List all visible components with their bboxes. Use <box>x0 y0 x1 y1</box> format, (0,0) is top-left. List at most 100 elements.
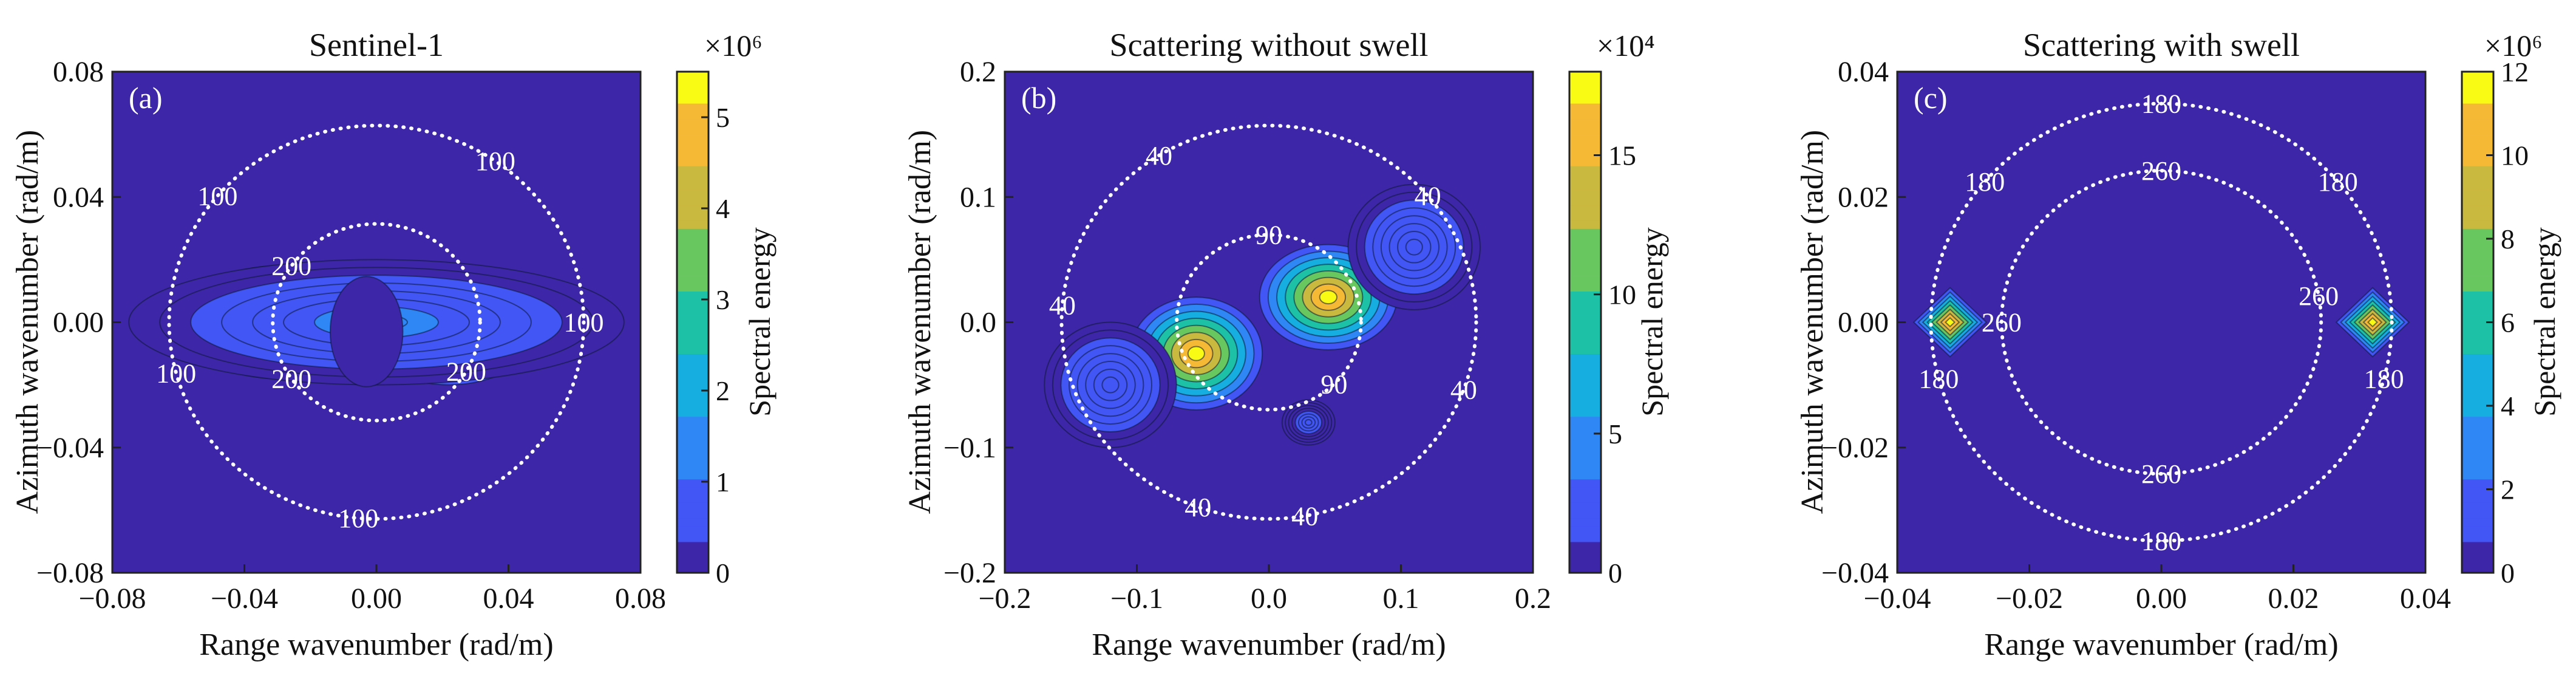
ring-label: 100 <box>197 181 237 211</box>
colorbar-segment <box>2462 338 2493 347</box>
colorbar-segment <box>1569 518 1601 527</box>
colorbar-segment <box>1569 275 1601 284</box>
colorbar-segment <box>2462 79 2493 88</box>
x-tick-label: −0.1 <box>1110 582 1163 615</box>
colorbar-segment <box>1569 283 1601 292</box>
colorbar-segment <box>1569 384 1601 394</box>
colorbar-segment <box>677 142 709 151</box>
colorbar-segment <box>2462 259 2493 268</box>
colorbar-tick-label: 1 <box>716 466 730 497</box>
x-tick-label: 0.1 <box>1383 582 1419 615</box>
panel-title: Scattering with swell <box>2023 27 2300 63</box>
colorbar-segment <box>677 565 709 573</box>
colorbar-segment <box>677 463 709 472</box>
colorbar-segment <box>2462 392 2493 401</box>
colorbar-segment <box>1569 157 1601 166</box>
y-axis-label: Azimuth wavenumber (rad/m) <box>1795 130 1830 514</box>
colorbar-segment <box>2462 267 2493 276</box>
colorbar-segment <box>2462 251 2493 261</box>
colorbar-tick-label: 4 <box>2501 391 2515 422</box>
colorbar: 0 5 10 15 <box>1568 70 1636 589</box>
colorbar-segment <box>2462 471 2493 480</box>
y-axis-label: Azimuth wavenumber (rad/m) <box>903 130 937 514</box>
colorbar-segment <box>677 103 709 112</box>
colorbar-segment <box>1569 142 1601 151</box>
colorbar-segment <box>677 487 709 496</box>
colorbar-tick-label: 5 <box>716 102 730 133</box>
colorbar-segment <box>2462 205 2493 214</box>
y-tick-label: 0.2 <box>960 56 996 88</box>
colorbar-segment <box>2462 181 2493 190</box>
colorbar-segment <box>2462 283 2493 292</box>
colorbar-segment <box>1569 338 1601 347</box>
colorbar-segment <box>1569 354 1601 362</box>
panel-label: (a) <box>129 81 163 115</box>
colorbar-segment <box>2462 565 2493 573</box>
x-axis-label: Range wavenumber (rad/m) <box>1984 627 2338 662</box>
colorbar-segment <box>1569 79 1601 88</box>
wavelength-ring: 260 260 260 260 <box>1982 156 2339 489</box>
colorbar-segment <box>1569 502 1601 511</box>
colorbar-segment <box>677 541 709 550</box>
colorbar-segment <box>677 126 709 135</box>
colorbar-segment <box>1569 541 1601 550</box>
energy-peak <box>1347 183 1481 310</box>
wavelength-ring: 90 90 <box>1175 220 1363 412</box>
colorbar-segment <box>677 157 709 166</box>
y-tick-label: −0.04 <box>36 432 104 464</box>
colorbar-segment <box>677 361 709 370</box>
colorbar-segment <box>1569 220 1601 229</box>
colorbar-segment <box>1569 416 1601 425</box>
colorbar-segment <box>677 455 709 464</box>
x-tick-label: −0.02 <box>1996 582 2063 615</box>
colorbar-segment <box>2462 157 2493 166</box>
x-axis-label: Range wavenumber (rad/m) <box>1092 627 1446 662</box>
colorbar-segment <box>1569 314 1601 323</box>
colorbar-segment <box>2462 306 2493 315</box>
contour-level <box>1101 376 1120 394</box>
colorbar-segment <box>677 322 709 331</box>
colorbar-segment <box>677 111 709 120</box>
colorbar-segment <box>677 369 709 378</box>
colorbar-segment <box>1569 377 1601 386</box>
colorbar-segment <box>677 220 709 229</box>
colorbar-segment <box>1569 111 1601 120</box>
colorbar-segment <box>677 314 709 323</box>
colorbar-segment <box>677 479 709 488</box>
colorbar-segment <box>1569 306 1601 315</box>
x-tick-label: 0.00 <box>351 582 402 615</box>
colorbar-exponent: ×10⁴ <box>1597 29 1655 63</box>
ring-label: 40 <box>1450 375 1477 405</box>
colorbar-segment <box>1569 447 1601 456</box>
ring-label: 100 <box>156 358 196 388</box>
colorbar-exponent: ×10⁶ <box>2484 29 2543 63</box>
colorbar-segment <box>1569 251 1601 261</box>
colorbar-segment <box>677 354 709 362</box>
colorbar-segment <box>677 244 709 253</box>
colorbar-tick-label: 0 <box>716 558 730 589</box>
x-tick-labels: −0.08 −0.04 0.00 0.04 0.08 <box>78 564 666 615</box>
colorbar-segment <box>677 149 709 159</box>
ring-label: 90 <box>1320 369 1347 399</box>
colorbar-segment <box>677 79 709 88</box>
ring-label: 180 <box>2318 167 2358 197</box>
colorbar-segment <box>677 408 709 417</box>
x-tick-label: 0.08 <box>615 582 666 615</box>
colorbar-tick-label: 2 <box>2501 474 2515 505</box>
colorbar-segment <box>2462 549 2493 558</box>
ring-label: 100 <box>475 146 515 176</box>
colorbar-segment <box>2462 431 2493 440</box>
ring-label: 260 <box>2141 459 2181 489</box>
colorbar-segment <box>2462 463 2493 472</box>
wavelength-ring: 200 200 200 <box>271 222 486 423</box>
colorbar-segment <box>2462 134 2493 143</box>
contour-level <box>1405 238 1423 256</box>
colorbar-segment <box>677 283 709 292</box>
colorbar-segment <box>677 439 709 448</box>
y-tick-label: 0.04 <box>1838 56 1889 88</box>
colorbar-segment <box>2462 439 2493 448</box>
colorbar-segment <box>677 346 709 355</box>
colorbar-segment <box>677 518 709 527</box>
ring-label: 40 <box>1291 501 1318 531</box>
